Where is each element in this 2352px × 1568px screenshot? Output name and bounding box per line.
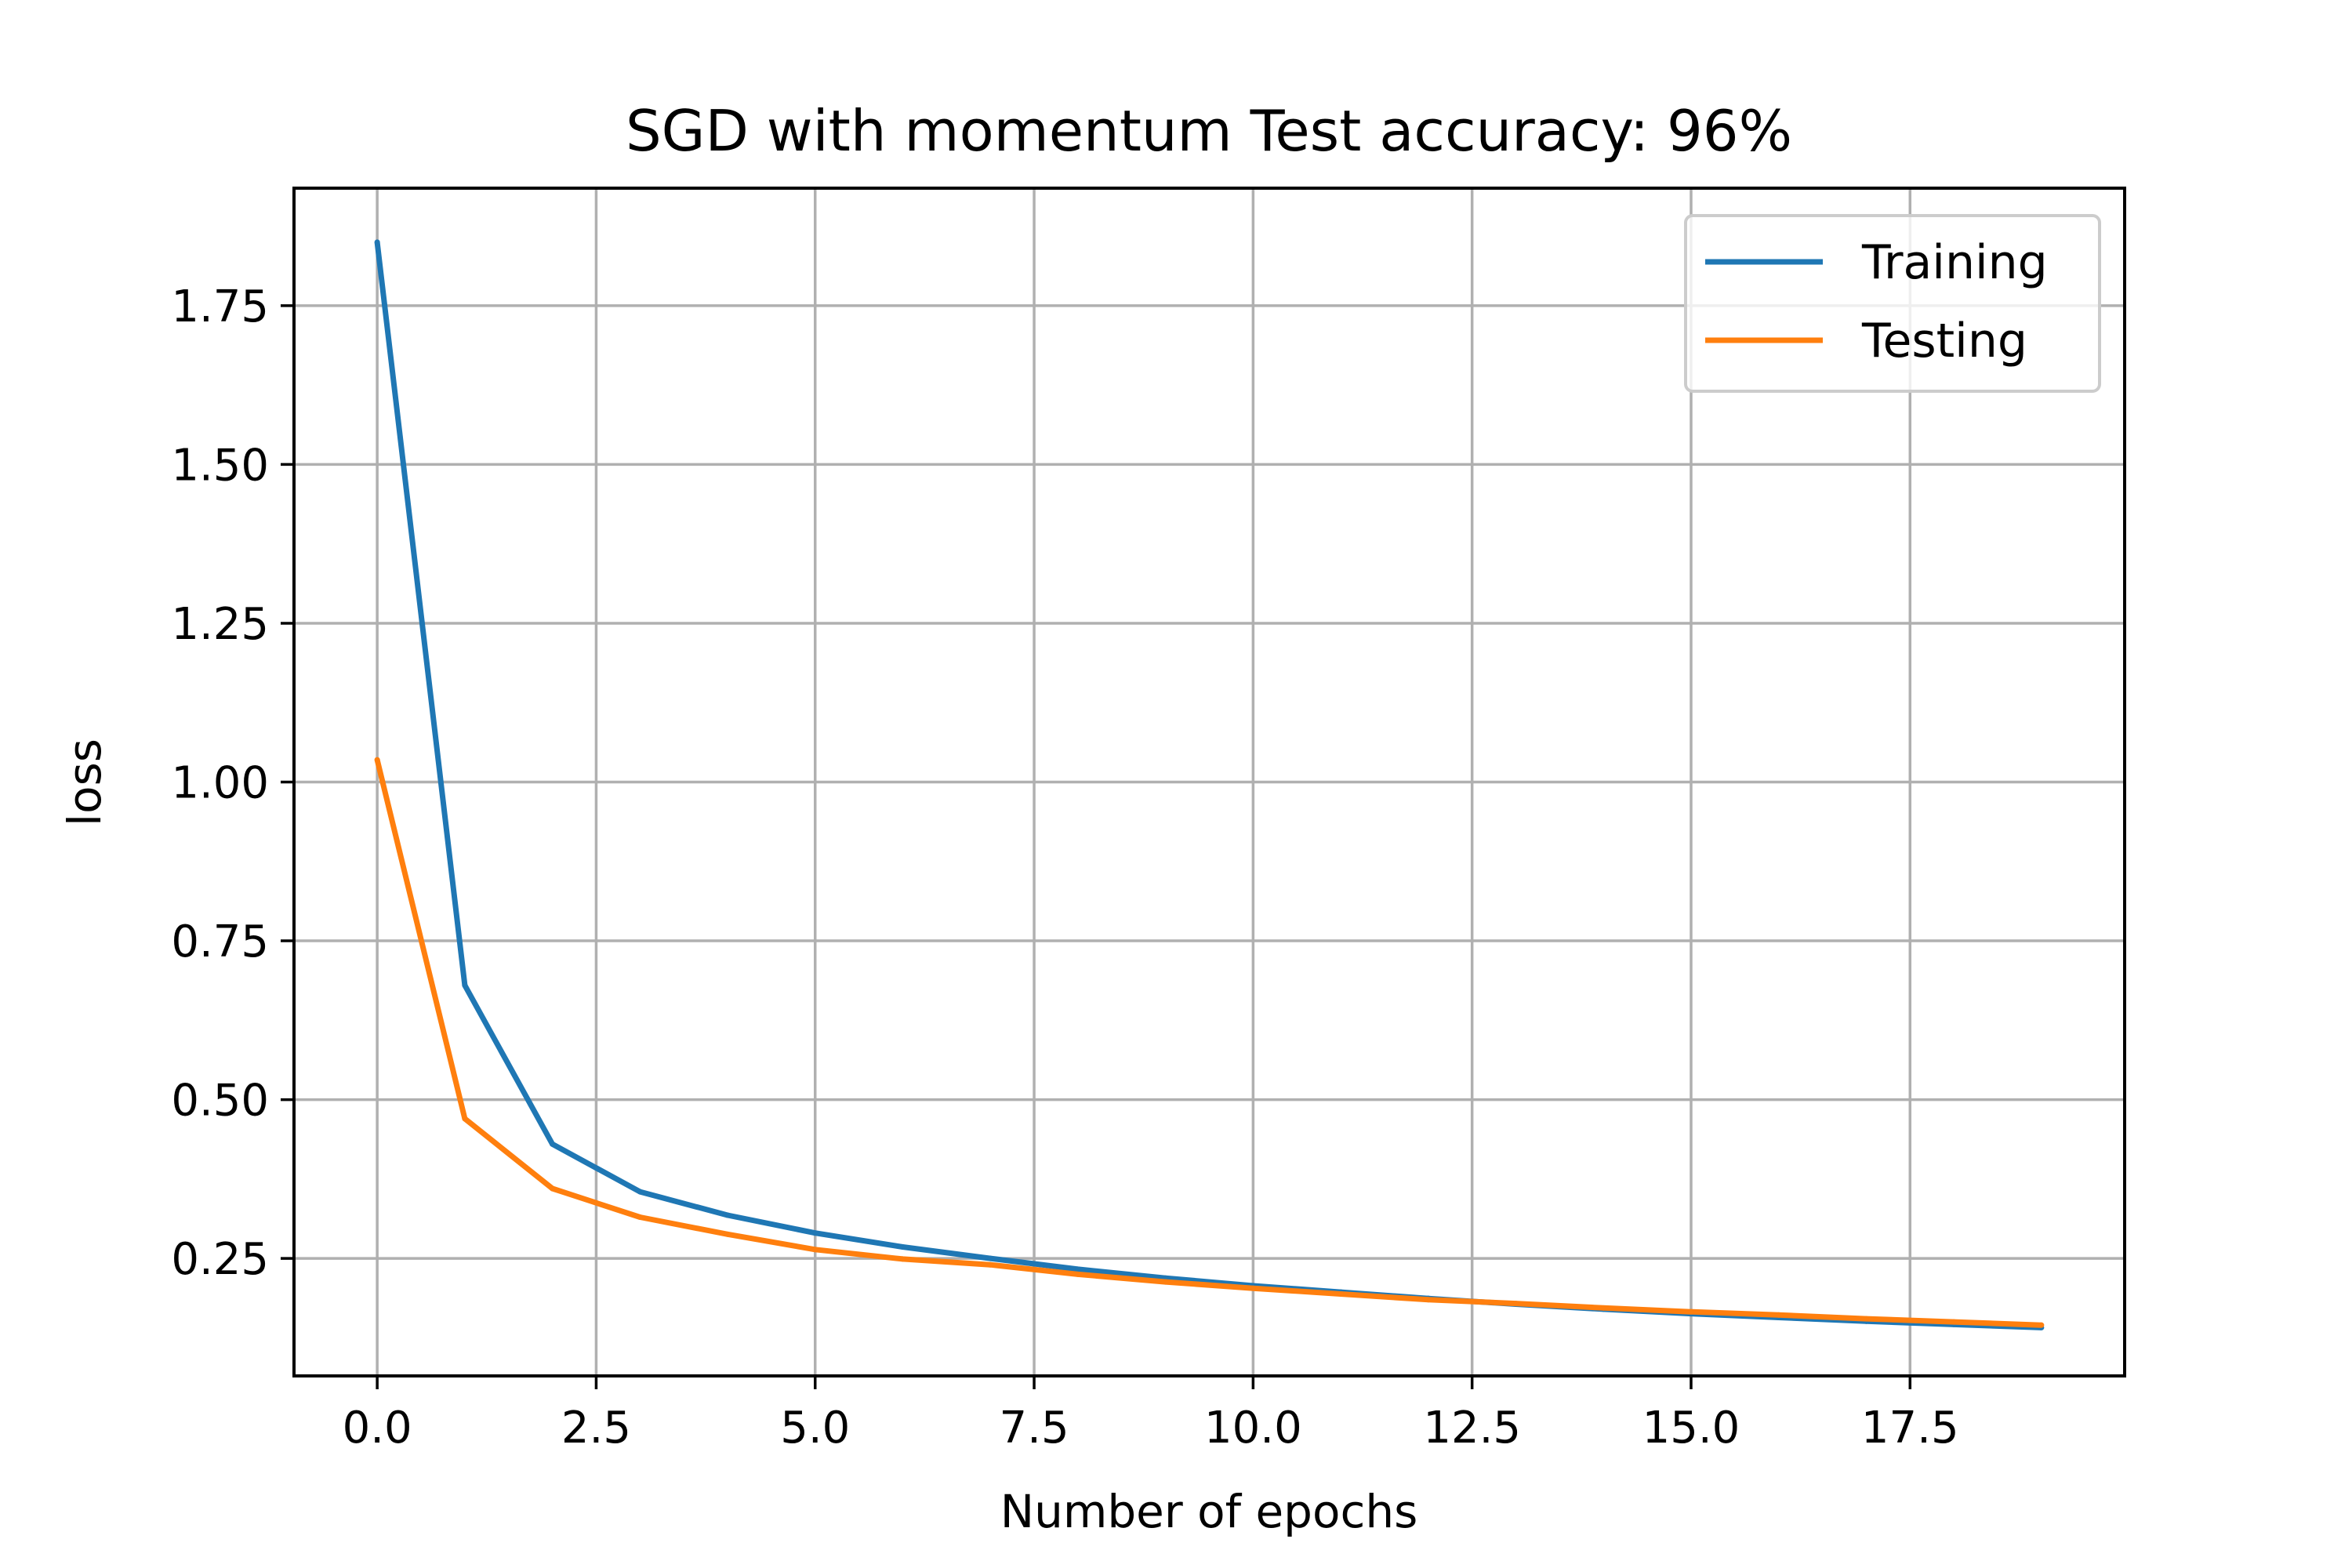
x-tick-label: 17.5 xyxy=(1861,1403,1959,1454)
data-point-testing xyxy=(724,1231,731,1237)
legend: Training Testing xyxy=(1684,214,2101,393)
x-tick-label: 15.0 xyxy=(1642,1403,1740,1454)
y-tick-label: 1.75 xyxy=(171,281,269,332)
y-tick-label: 0.75 xyxy=(171,916,269,967)
y-tick-label: 1.00 xyxy=(171,758,269,809)
x-tick-label: 10.0 xyxy=(1204,1403,1302,1454)
x-tick-label: 7.5 xyxy=(1000,1403,1069,1454)
data-point-training xyxy=(812,1230,818,1236)
axis-ticks: 0.0 2.5 5.0 7.5 10.0 12.5 15.0 17.5 0.25 0.50 0.75… xyxy=(171,281,1958,1454)
x-tick-label: 0.0 xyxy=(343,1403,412,1454)
series-lines xyxy=(374,239,2045,1330)
data-point-training xyxy=(987,1255,993,1261)
data-point-training xyxy=(462,982,468,989)
data-point-testing xyxy=(1163,1279,1169,1285)
data-point-testing xyxy=(1075,1271,1081,1277)
data-point-testing xyxy=(637,1214,643,1220)
x-tick-label: 2.5 xyxy=(561,1403,631,1454)
data-point-testing xyxy=(550,1185,556,1192)
y-axis-label: loss xyxy=(58,739,111,826)
data-point-training xyxy=(1075,1266,1081,1272)
data-point-testing xyxy=(374,757,380,763)
x-tick-label: 5.0 xyxy=(780,1403,850,1454)
data-point-testing xyxy=(462,1116,468,1122)
data-point-testing xyxy=(1951,1319,1957,1325)
legend-label-testing: Testing xyxy=(1861,314,2027,368)
data-point-testing xyxy=(1513,1301,1519,1307)
data-point-training xyxy=(374,239,380,245)
data-point-testing xyxy=(1338,1290,1344,1297)
series-line-testing xyxy=(374,759,2042,1328)
data-point-testing xyxy=(1688,1308,1694,1315)
legend-label-training: Training xyxy=(1861,235,2048,290)
data-point-testing xyxy=(812,1247,818,1253)
data-point-testing xyxy=(1863,1316,1869,1322)
data-point-testing xyxy=(2038,1322,2045,1328)
data-point-testing xyxy=(1250,1285,1256,1291)
data-point-testing xyxy=(1776,1312,1782,1318)
data-point-training xyxy=(637,1189,643,1195)
data-point-training xyxy=(724,1212,731,1218)
y-tick-label: 1.50 xyxy=(171,440,269,491)
x-axis-label: Number of epochs xyxy=(1000,1485,1418,1538)
y-tick-label: 0.25 xyxy=(171,1234,269,1285)
data-point-testing xyxy=(899,1256,906,1262)
data-point-testing xyxy=(1425,1297,1432,1303)
chart-title: SGD with momentum Test accuracy: 96% xyxy=(626,98,1792,164)
x-tick-label: 12.5 xyxy=(1423,1403,1521,1454)
y-tick-label: 1.25 xyxy=(171,599,269,650)
data-point-testing xyxy=(1600,1305,1606,1311)
data-point-training xyxy=(899,1244,906,1250)
data-point-testing xyxy=(987,1261,993,1268)
y-tick-label: 0.50 xyxy=(171,1076,269,1127)
data-point-training xyxy=(550,1141,556,1147)
